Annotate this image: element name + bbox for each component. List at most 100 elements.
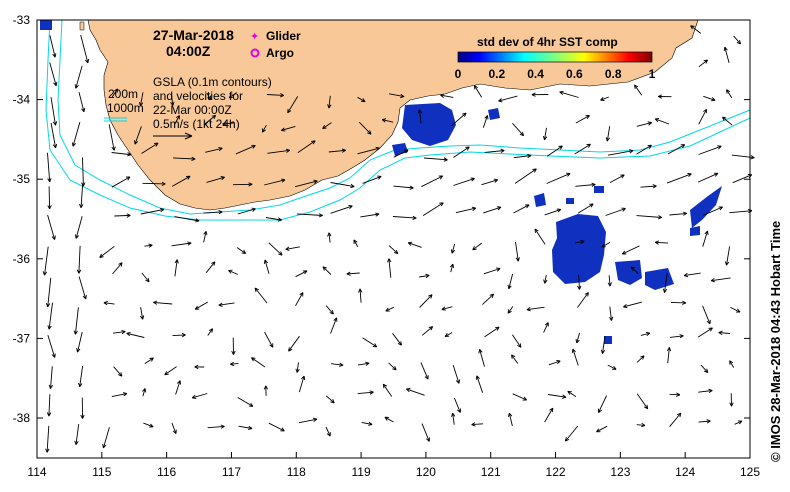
colorbar-tick-label: 1	[649, 67, 656, 81]
velocity-arrow-head	[679, 334, 684, 339]
velocity-arrow	[268, 242, 283, 256]
velocity-arrow	[452, 364, 460, 384]
velocity-arrow	[99, 245, 115, 258]
velocity-arrow-head	[46, 412, 52, 417]
velocity-arrow	[50, 366, 53, 389]
velocity-arrow-head	[475, 375, 480, 380]
velocity-arrow	[472, 242, 482, 251]
velocity-arrow	[288, 335, 300, 352]
velocity-arrow	[108, 124, 115, 151]
velocity-arrow-head	[629, 149, 634, 154]
velocity-arrow-head	[102, 444, 107, 449]
velocity-arrow	[78, 92, 85, 112]
velocity-arrow-head	[148, 243, 153, 248]
velocity-arrow-head	[729, 402, 734, 407]
velocity-arrow-head	[45, 303, 51, 308]
velocity-arrow-head	[385, 307, 390, 312]
velocity-arrow	[636, 122, 652, 127]
velocity-arrow	[421, 423, 430, 442]
velocity-arrow	[729, 210, 752, 214]
velocity-arrow-head	[348, 204, 353, 210]
velocity-arrow	[577, 203, 594, 214]
velocity-arrow	[484, 150, 505, 153]
velocity-arrow-head	[153, 300, 158, 305]
velocity-arrow	[362, 337, 377, 348]
velocity-arrow	[254, 287, 268, 304]
velocity-arrow	[455, 207, 476, 214]
velocity-arrow-head	[580, 239, 585, 245]
velocity-arrow-head	[634, 84, 639, 89]
velocity-arrow	[419, 274, 430, 278]
velocity-arrow-head	[484, 115, 489, 120]
velocity-arrow-head	[149, 423, 154, 428]
velocity-arrow	[444, 332, 453, 337]
velocity-arrow	[82, 157, 84, 187]
velocity-arrow	[609, 174, 625, 183]
velocity-arrow	[203, 231, 207, 243]
velocity-arrow	[103, 302, 115, 305]
velocity-arrow	[512, 393, 527, 401]
velocity-arrow-head	[640, 355, 645, 360]
velocity-arrow	[141, 142, 159, 154]
velocity-arrow	[294, 180, 318, 188]
velocity-arrow	[733, 35, 741, 45]
velocity-arrow	[508, 412, 513, 427]
velocity-arrow	[670, 301, 686, 304]
velocity-arrow	[577, 292, 589, 308]
argo-label: Argo	[266, 46, 294, 60]
velocity-arrow-head	[341, 148, 346, 153]
velocity-arrow-head	[367, 130, 372, 135]
velocity-arrow	[697, 172, 719, 183]
velocity-arrow	[423, 157, 448, 161]
velocity-arrow	[598, 395, 608, 413]
velocity-arrow	[389, 93, 405, 98]
velocity-arrow-head	[125, 176, 131, 181]
velocity-arrow-head	[498, 98, 503, 103]
velocity-arrow	[484, 326, 500, 338]
velocity-arrow-head	[71, 142, 77, 147]
isobath-200m	[57, 19, 751, 215]
velocity-arrow	[192, 393, 208, 399]
velocity-arrow	[141, 272, 150, 283]
velocity-arrow-head	[527, 153, 532, 159]
velocity-arrow	[75, 216, 83, 239]
velocity-arrow	[607, 150, 634, 156]
velocity-arrow-head	[598, 408, 602, 413]
velocity-arrow-head	[465, 146, 470, 151]
velocity-arrow-head	[170, 101, 175, 106]
velocity-arrow-head	[299, 292, 304, 297]
velocity-arrow-head	[78, 382, 83, 388]
velocity-arrow-head	[52, 53, 57, 58]
velocity-arrow-head	[127, 152, 132, 157]
velocity-arrow	[732, 174, 752, 184]
velocity-arrow-head	[407, 241, 413, 246]
velocity-arrow	[50, 122, 57, 148]
y-tick-label: -35	[13, 172, 31, 186]
velocity-arrow	[511, 354, 519, 364]
velocity-arrow-head	[211, 114, 217, 120]
velocity-arrow	[483, 206, 502, 214]
velocity-arrow-head	[400, 93, 405, 99]
velocity-arrow-head	[387, 258, 392, 263]
velocity-arrow-head	[544, 322, 549, 327]
island	[79, 21, 85, 31]
x-tick-label: 125	[740, 465, 760, 479]
velocity-arrow	[609, 306, 612, 321]
velocity-arrow-head	[425, 273, 430, 279]
velocity-arrow-head	[708, 327, 713, 332]
velocity-arrow	[730, 306, 741, 313]
velocity-arrow-head	[556, 208, 562, 213]
velocity-arrow-head	[526, 307, 531, 312]
velocity-arrow-head	[424, 375, 429, 380]
velocity-arrow	[75, 65, 83, 89]
velocity-arrow-head	[471, 422, 476, 427]
velocity-arrow-head	[703, 108, 707, 114]
velocity-arrow-head	[397, 341, 402, 346]
velocity-arrow	[228, 269, 238, 275]
velocity-arrow-head	[439, 202, 444, 207]
gsla-line-3: 22-Mar 00:00Z	[153, 103, 232, 117]
velocity-arrow	[222, 122, 234, 125]
velocity-arrow	[172, 334, 186, 337]
x-axis: 114 115 116 117 118 119 120 121 122 123 124 125	[27, 452, 760, 479]
velocity-arrow	[48, 186, 51, 209]
